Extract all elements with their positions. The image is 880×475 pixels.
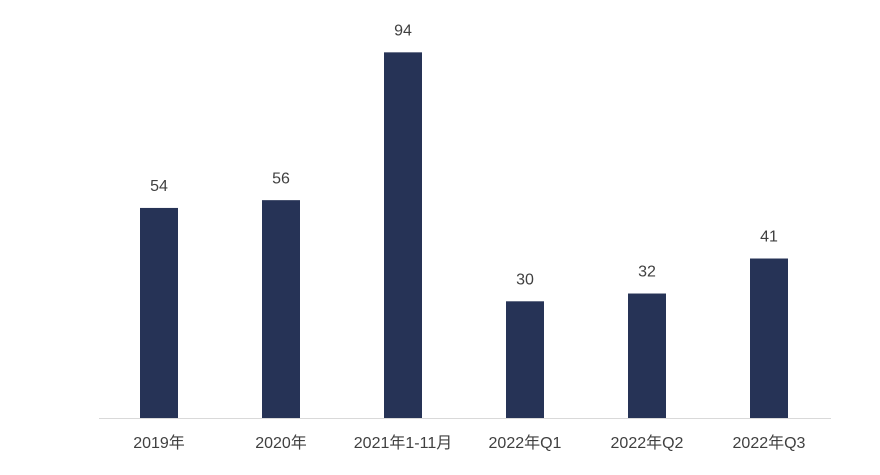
- data-label: 54: [150, 178, 168, 195]
- bar: [262, 200, 300, 418]
- data-label: 94: [394, 23, 412, 40]
- data-label: 41: [760, 229, 778, 246]
- x-tick-label: 2020年: [255, 434, 307, 452]
- bar: [140, 207, 178, 418]
- data-label: 56: [272, 170, 290, 187]
- data-label: 30: [516, 272, 534, 289]
- x-tick-label: 2019年: [133, 434, 185, 452]
- bar: [750, 258, 788, 418]
- bar: [384, 52, 422, 419]
- data-label: 32: [638, 264, 656, 281]
- x-tick-label: 2021年1-11月: [354, 434, 452, 452]
- x-tick-label: 2022年Q2: [611, 434, 684, 452]
- x-tick-label: 2022年Q3: [733, 434, 806, 452]
- bar: [628, 293, 666, 418]
- bar: [506, 301, 544, 418]
- x-tick-label: 2022年Q1: [489, 434, 562, 452]
